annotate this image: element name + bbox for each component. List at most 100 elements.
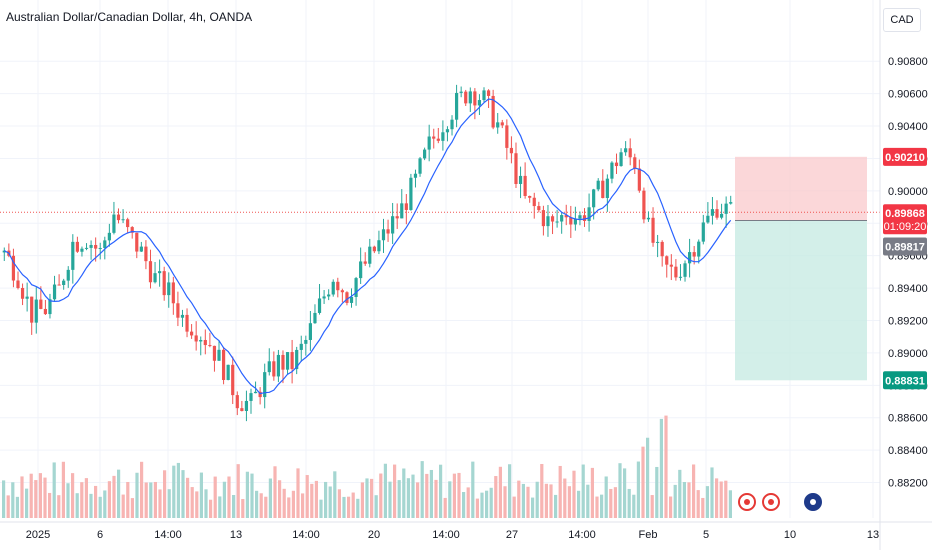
candle-body (231, 364, 235, 396)
candle-body (317, 298, 322, 313)
candle-body (427, 136, 431, 150)
candle-body (537, 206, 541, 211)
candle-body (84, 247, 89, 249)
volume-bar (227, 476, 231, 518)
volume-bar (572, 470, 576, 518)
candle-body (153, 273, 157, 283)
candle-body (176, 303, 180, 318)
volume-bar (673, 484, 677, 518)
volume-bar (558, 465, 562, 518)
candle-body (491, 95, 495, 128)
stop-price-tag-label: 0.90210 (885, 152, 925, 164)
candle-body (473, 91, 477, 106)
candle-body (34, 299, 38, 323)
candle-body (162, 271, 166, 296)
volume-bar (411, 474, 415, 518)
volume-bar (429, 469, 433, 518)
volume-bar (291, 490, 295, 518)
x-tick-label: 14:00 (292, 529, 320, 541)
candle-body (464, 91, 468, 104)
volume-bar (577, 490, 581, 518)
volume-bar (669, 496, 673, 518)
volume-bar (544, 483, 548, 518)
candle-body (94, 244, 98, 249)
candle-body (560, 215, 564, 222)
volume-bar (342, 496, 346, 518)
volume-bar (521, 483, 525, 518)
entry-price-tag (883, 237, 927, 256)
candle-body (413, 173, 418, 178)
candle-body (637, 168, 641, 191)
candle-body (107, 232, 111, 241)
candle-body (290, 352, 294, 370)
volume-bar (581, 464, 585, 518)
volume-bar (57, 495, 61, 518)
candle-body (450, 119, 454, 130)
calendar-event-icon[interactable] (762, 493, 780, 511)
calendar-event-icon[interactable] (738, 493, 756, 511)
y-tick-label: 0.88600 (888, 413, 928, 425)
volume-bar (245, 471, 249, 518)
volume-bar (75, 493, 79, 518)
moving-average-line (4, 98, 732, 395)
candle-body (2, 250, 6, 253)
candle-body (16, 280, 20, 288)
candle-body (395, 216, 399, 219)
volume-bar (324, 481, 328, 518)
candle-body (665, 256, 669, 265)
volume-bar (632, 494, 636, 518)
australia-flag-icon[interactable] (804, 493, 822, 511)
currency-selector[interactable]: CAD (883, 8, 921, 32)
volume-bar (420, 461, 424, 518)
volume-bar (186, 477, 190, 518)
candle-body (11, 255, 16, 281)
candle-body (121, 219, 125, 221)
candle-body (624, 148, 628, 153)
x-tick-label: 13 (230, 529, 242, 541)
volume-bar (416, 482, 420, 518)
candle-body (20, 287, 25, 299)
candle-body (235, 395, 239, 409)
candle-body (116, 214, 121, 221)
volume-bar (259, 493, 263, 518)
candle-body (409, 177, 413, 210)
volume-bar (328, 486, 332, 518)
candle-body (692, 252, 696, 257)
candle-body (130, 227, 134, 233)
candle-body (660, 241, 664, 257)
candle-body (276, 354, 281, 377)
volume-bar (715, 478, 719, 518)
volume-bar (319, 499, 323, 518)
symbol-title[interactable]: Australian Dollar/Canadian Dollar, 4h, O… (6, 10, 253, 24)
volume-bar (176, 462, 180, 518)
candle-body (569, 217, 573, 225)
volume-bar (11, 482, 15, 518)
x-tick-label: 14:00 (568, 529, 596, 541)
volume-bar (218, 496, 222, 518)
candle-body (391, 216, 395, 234)
volume-bar (181, 470, 185, 518)
candle-body (706, 215, 710, 223)
candle-body (514, 153, 518, 184)
candle-body (719, 213, 724, 218)
candle-body (135, 232, 139, 252)
candle-body (112, 214, 116, 233)
candle-body (724, 203, 728, 214)
volume-bar (204, 489, 208, 518)
candle-body (327, 294, 331, 297)
volume-bar (655, 466, 659, 518)
candle-body (313, 312, 317, 324)
stop-price-tag (883, 147, 927, 166)
volume-bar (250, 473, 254, 518)
candle-body (628, 148, 632, 158)
x-tick-label: 5 (703, 529, 709, 541)
candle-body (642, 190, 646, 220)
volume-bar (107, 481, 111, 518)
volume-bar (149, 482, 153, 518)
volume-bar (623, 468, 627, 518)
volume-bar (609, 488, 613, 518)
volume-bar (498, 466, 502, 518)
volume-bar (38, 473, 42, 518)
